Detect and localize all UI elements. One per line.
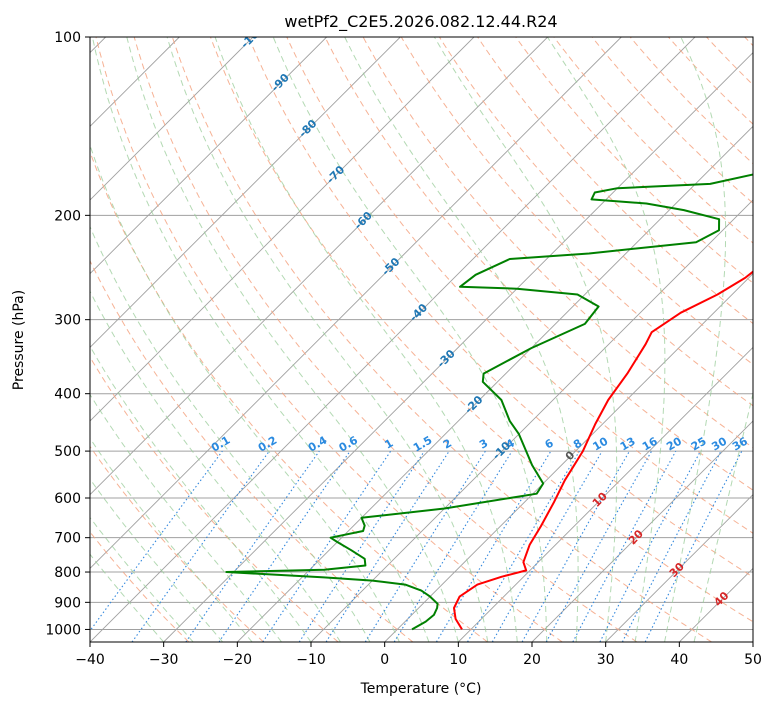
- y-tick-label: 100: [54, 30, 81, 46]
- dry-adiabat-line: [133, 37, 638, 642]
- y-tick-label: 600: [54, 491, 81, 507]
- isotherm-line: [90, 37, 475, 422]
- y-tick-label: 200: [54, 208, 81, 224]
- y-axis-ticks: 100 200 300 400 500 600 700 800 900 1000: [45, 30, 90, 638]
- chart-title: wetPf2_C2E5.2026.082.12.44.R24: [284, 12, 557, 32]
- isotherm-line: [90, 37, 622, 569]
- sounding-series: [225, 173, 753, 631]
- dry-adiabat-line: [171, 37, 712, 642]
- x-tick-label: 0: [380, 652, 389, 668]
- isotherm-line: [90, 37, 327, 275]
- moist-adiabat-line: [90, 516, 194, 642]
- x-tick-label: −30: [149, 652, 179, 668]
- moist-adiabat-line: [90, 553, 165, 642]
- dry-adiabat-line: [90, 259, 414, 642]
- dry-adiabat-line: [90, 445, 264, 642]
- pressure-grid: [90, 37, 753, 630]
- x-tick-label: 20: [523, 652, 541, 668]
- mixing-ratio-line: [90, 450, 223, 632]
- mixing-ratio-line: [521, 450, 630, 642]
- temperature-profile-line: [453, 270, 753, 630]
- moist-adiabat-line: [166, 37, 489, 642]
- moist-adiabat-line: [693, 391, 753, 642]
- mixing-ratio-line: [298, 450, 425, 642]
- moist-adiabat-line: [90, 225, 371, 642]
- x-tick-label: 10: [449, 652, 467, 668]
- mixing-ratio-line: [185, 450, 320, 642]
- moist-adiabat-line: [214, 37, 518, 642]
- x-axis-title: Temperature (°C): [360, 681, 482, 697]
- moist-adiabat-line: [90, 143, 400, 642]
- isotherm-line: [90, 37, 696, 642]
- isotherm-line: [531, 420, 753, 642]
- dry-adiabat-line: [210, 37, 753, 623]
- y-tick-label: 800: [54, 565, 81, 581]
- mixing-ratio-line: [572, 450, 677, 642]
- mixing-ratio-line: [545, 450, 653, 642]
- mixing-ratio-line: [131, 450, 270, 642]
- mixing-ratio-line: [644, 450, 743, 642]
- moist-adiabat-line: [664, 37, 727, 642]
- moist-adiabat-line: [126, 37, 459, 642]
- plot-area: 0.10.20.40.611.52346810131620253036-100-…: [90, 37, 753, 642]
- moist-adiabat-line: [433, 37, 618, 642]
- y-tick-label: 700: [54, 531, 81, 547]
- mixing-ratio-line: [325, 450, 450, 642]
- isotherm-line: [605, 494, 753, 642]
- mixing-ratio-line: [262, 450, 392, 642]
- y-axis-title: Pressure (hPa): [11, 290, 27, 390]
- x-tick-label: −40: [75, 652, 105, 668]
- isotherm-line: [90, 37, 401, 348]
- plot-frame: [89, 36, 754, 643]
- mixing-ratio-line: [393, 450, 513, 642]
- isotherm-line: [384, 273, 753, 642]
- dry-adiabat-line: [400, 37, 753, 407]
- y-tick-label: 500: [54, 444, 81, 460]
- dry-adiabat-line: [95, 37, 563, 642]
- moist-adiabat-line: [90, 290, 341, 642]
- y-tick-label: 1000: [45, 622, 81, 638]
- isotherm-line: [237, 125, 753, 642]
- moist-adiabat-line: [90, 345, 312, 642]
- moist-adiabat-line: [90, 393, 282, 642]
- moist-adiabat-line: [272, 37, 548, 642]
- moist-adiabat-line: [344, 37, 579, 642]
- x-tick-label: 50: [744, 652, 762, 668]
- x-tick-label: −10: [296, 652, 326, 668]
- mixing-ratio-lines: [90, 450, 743, 642]
- x-tick-label: −20: [223, 652, 253, 668]
- dry-adiabat-line: [629, 37, 753, 165]
- dry-adiabat-line: [362, 37, 753, 449]
- isotherms: [90, 37, 753, 642]
- y-tick-label: 400: [54, 387, 81, 403]
- x-axis-ticks: −40 −30 −20 −10 0 10 20 30 40 50: [75, 642, 762, 668]
- dry-adiabats: [90, 37, 753, 642]
- dry-adiabat-line: [248, 37, 753, 578]
- moist-adiabat-line: [90, 478, 223, 642]
- isotherm-line: [90, 37, 254, 201]
- dry-adiabat-line: [477, 37, 753, 325]
- dry-adiabat-line: [515, 37, 753, 284]
- moist-adiabat-line: [91, 37, 430, 642]
- isotherm-line: [458, 346, 753, 642]
- isotherm-line: [163, 52, 753, 642]
- x-tick-label: 40: [670, 652, 688, 668]
- moist-adiabat-line: [546, 37, 666, 642]
- dry-adiabat-line: [324, 37, 753, 491]
- y-tick-label: 900: [54, 595, 81, 611]
- dry-adiabat-line: [591, 37, 753, 204]
- moist-adiabats: [90, 37, 753, 642]
- moist-adiabat-line: [90, 437, 253, 642]
- y-tick-label: 300: [54, 313, 81, 329]
- x-tick-label: 30: [597, 652, 615, 668]
- isotherm-line: [90, 37, 548, 496]
- mixing-ratio-line: [218, 450, 351, 642]
- dewpoint-profile-line: [225, 173, 753, 631]
